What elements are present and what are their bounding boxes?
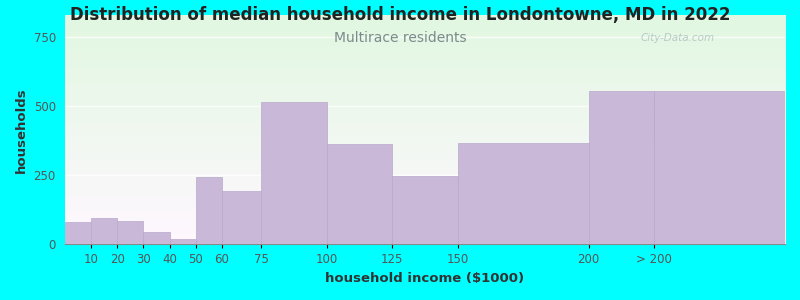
Text: Distribution of median household income in Londontowne, MD in 2022: Distribution of median household income …	[70, 6, 730, 24]
Bar	[170, 239, 196, 244]
Bar	[589, 91, 654, 244]
Text: Multirace residents: Multirace residents	[334, 32, 466, 46]
Bar	[262, 102, 326, 244]
Bar	[196, 177, 222, 244]
X-axis label: household income ($1000): household income ($1000)	[326, 272, 525, 285]
Bar	[91, 218, 118, 244]
Text: City-Data.com: City-Data.com	[641, 33, 715, 43]
Bar	[118, 221, 143, 244]
Bar	[458, 143, 589, 244]
Bar	[222, 190, 262, 244]
Y-axis label: households: households	[15, 87, 28, 172]
Bar	[65, 222, 91, 244]
Bar	[392, 176, 458, 244]
Bar	[654, 91, 785, 244]
Bar	[326, 143, 392, 244]
Bar	[143, 232, 170, 244]
